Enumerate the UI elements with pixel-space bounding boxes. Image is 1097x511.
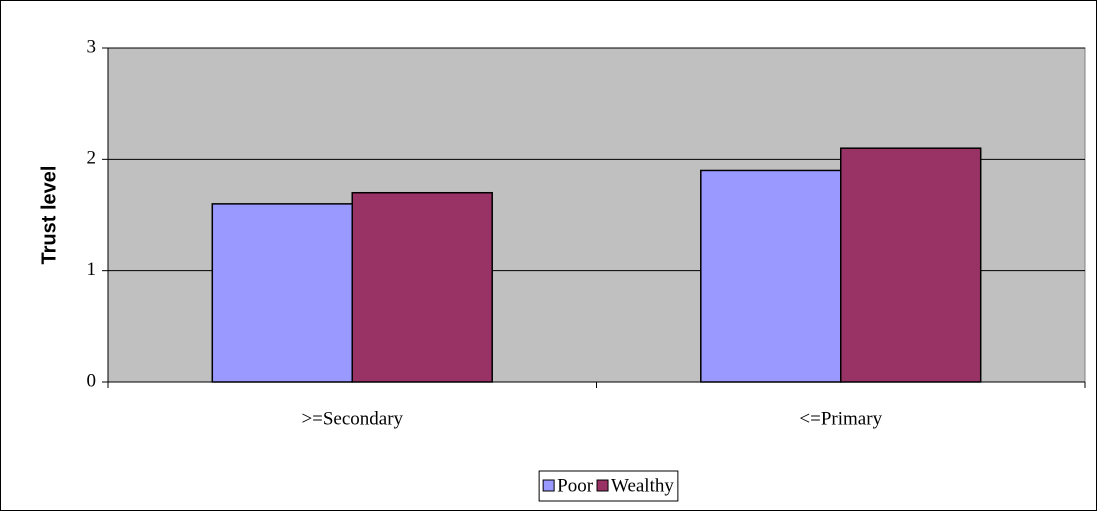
bar xyxy=(211,203,353,383)
x-tick-label: >=Secondary xyxy=(301,408,403,429)
y-tick-label: 1 xyxy=(87,259,97,280)
legend-label: Wealthy xyxy=(611,475,674,496)
bar xyxy=(351,191,493,383)
y-tick-label: 2 xyxy=(87,148,97,169)
x-tick-label: <=Primary xyxy=(799,408,882,429)
y-tick-label: 3 xyxy=(87,36,97,57)
bar xyxy=(840,147,982,383)
y-axis-label: Trust level xyxy=(38,166,60,265)
legend-swatch xyxy=(596,479,609,492)
legend-label: Poor xyxy=(557,475,594,496)
legend-swatch xyxy=(542,479,555,492)
y-tick-label: 0 xyxy=(87,370,97,391)
bar xyxy=(700,169,842,383)
